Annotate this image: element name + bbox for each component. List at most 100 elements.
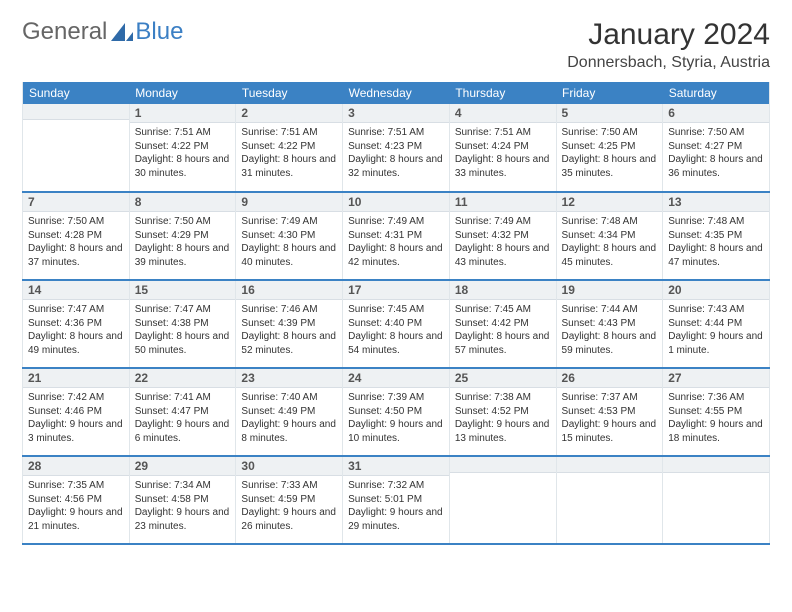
- calendar-day-cell: 13Sunrise: 7:48 AMSunset: 4:35 PMDayligh…: [663, 192, 770, 280]
- calendar-day-cell: 21Sunrise: 7:42 AMSunset: 4:46 PMDayligh…: [23, 368, 130, 456]
- calendar-day-cell: [663, 456, 770, 544]
- sunset-text: Sunset: 4:46 PM: [28, 405, 124, 419]
- sunset-text: Sunset: 4:32 PM: [455, 229, 551, 243]
- sunset-text: Sunset: 4:43 PM: [562, 317, 658, 331]
- calendar-day-cell: 19Sunrise: 7:44 AMSunset: 4:43 PMDayligh…: [556, 280, 663, 368]
- calendar-day-cell: 6Sunrise: 7:50 AMSunset: 4:27 PMDaylight…: [663, 104, 770, 192]
- sunrise-text: Sunrise: 7:41 AM: [135, 391, 231, 405]
- daylight-text: Daylight: 8 hours and 43 minutes.: [455, 242, 551, 269]
- sunrise-text: Sunrise: 7:50 AM: [28, 215, 124, 229]
- day-number: 4: [450, 104, 556, 123]
- day-content: [23, 120, 129, 127]
- day-content: [663, 473, 769, 480]
- day-content: Sunrise: 7:49 AMSunset: 4:31 PMDaylight:…: [343, 212, 449, 273]
- day-number: 24: [343, 369, 449, 388]
- day-number: 14: [23, 281, 129, 300]
- day-content: Sunrise: 7:36 AMSunset: 4:55 PMDaylight:…: [663, 388, 769, 449]
- sunrise-text: Sunrise: 7:38 AM: [455, 391, 551, 405]
- day-number: 17: [343, 281, 449, 300]
- day-content: Sunrise: 7:40 AMSunset: 4:49 PMDaylight:…: [236, 388, 342, 449]
- calendar-day-cell: 29Sunrise: 7:34 AMSunset: 4:58 PMDayligh…: [129, 456, 236, 544]
- daylight-text: Daylight: 9 hours and 23 minutes.: [135, 506, 231, 533]
- day-number: 23: [236, 369, 342, 388]
- sunrise-text: Sunrise: 7:51 AM: [135, 126, 231, 140]
- day-content: Sunrise: 7:33 AMSunset: 4:59 PMDaylight:…: [236, 476, 342, 537]
- day-content: [450, 473, 556, 480]
- page-header: General Blue January 2024 Donnersbach, S…: [22, 18, 770, 72]
- day-number: [557, 457, 663, 473]
- calendar-day-cell: 4 Sunrise: 7:51 AMSunset: 4:24 PMDaylight…: [449, 104, 556, 192]
- day-content: Sunrise: 7:50 AMSunset: 4:25 PMDaylight:…: [557, 123, 663, 184]
- sunset-text: Sunset: 4:56 PM: [28, 493, 124, 507]
- day-content: Sunrise: 7:43 AMSunset: 4:44 PMDaylight:…: [663, 300, 769, 361]
- sail-icon: [111, 23, 133, 43]
- day-content: Sunrise: 7:50 AMSunset: 4:27 PMDaylight:…: [663, 123, 769, 184]
- sunset-text: Sunset: 4:35 PM: [668, 229, 764, 243]
- day-number: 1: [130, 104, 236, 123]
- day-number: 26: [557, 369, 663, 388]
- day-number: 30: [236, 457, 342, 476]
- sunrise-text: Sunrise: 7:49 AM: [241, 215, 337, 229]
- calendar-week-row: 21Sunrise: 7:42 AMSunset: 4:46 PMDayligh…: [23, 368, 770, 456]
- day-number: 13: [663, 193, 769, 212]
- daylight-text: Daylight: 9 hours and 13 minutes.: [455, 418, 551, 445]
- calendar-day-cell: 10Sunrise: 7:49 AMSunset: 4:31 PMDayligh…: [343, 192, 450, 280]
- weekday-header: Tuesday: [236, 82, 343, 104]
- day-number: 10: [343, 193, 449, 212]
- sunrise-text: Sunrise: 7:45 AM: [455, 303, 551, 317]
- calendar-week-row: 1Sunrise: 7:51 AMSunset: 4:22 PMDaylight…: [23, 104, 770, 192]
- sunset-text: Sunset: 4:55 PM: [668, 405, 764, 419]
- calendar-day-cell: 5Sunrise: 7:50 AMSunset: 4:25 PMDaylight…: [556, 104, 663, 192]
- day-number: 3: [343, 104, 449, 123]
- daylight-text: Daylight: 9 hours and 21 minutes.: [28, 506, 124, 533]
- day-number: [663, 457, 769, 473]
- sunset-text: Sunset: 4:27 PM: [668, 140, 764, 154]
- sunrise-text: Sunrise: 7:47 AM: [28, 303, 124, 317]
- day-content: Sunrise: 7:44 AMSunset: 4:43 PMDaylight:…: [557, 300, 663, 361]
- day-content: [557, 473, 663, 480]
- calendar-day-cell: 27Sunrise: 7:36 AMSunset: 4:55 PMDayligh…: [663, 368, 770, 456]
- calendar-week-row: 28Sunrise: 7:35 AMSunset: 4:56 PMDayligh…: [23, 456, 770, 544]
- sunset-text: Sunset: 4:34 PM: [562, 229, 658, 243]
- daylight-text: Daylight: 8 hours and 50 minutes.: [135, 330, 231, 357]
- sunset-text: Sunset: 4:24 PM: [455, 140, 551, 154]
- day-content: Sunrise: 7:35 AMSunset: 4:56 PMDaylight:…: [23, 476, 129, 537]
- day-number: 19: [557, 281, 663, 300]
- sunset-text: Sunset: 4:30 PM: [241, 229, 337, 243]
- day-number: 25: [450, 369, 556, 388]
- daylight-text: Daylight: 8 hours and 49 minutes.: [28, 330, 124, 357]
- daylight-text: Daylight: 8 hours and 54 minutes.: [348, 330, 444, 357]
- weekday-header: Monday: [129, 82, 236, 104]
- calendar-day-cell: [556, 456, 663, 544]
- calendar-day-cell: 3Sunrise: 7:51 AMSunset: 4:23 PMDaylight…: [343, 104, 450, 192]
- sunset-text: Sunset: 4:31 PM: [348, 229, 444, 243]
- sunrise-text: Sunrise: 7:51 AM: [455, 126, 551, 140]
- weekday-header: Thursday: [449, 82, 556, 104]
- calendar-day-cell: 14 Sunrise: 7:47 AMSunset: 4:36 PMDayligh…: [23, 280, 130, 368]
- daylight-text: Daylight: 8 hours and 36 minutes.: [668, 153, 764, 180]
- daylight-text: Daylight: 9 hours and 29 minutes.: [348, 506, 444, 533]
- sunset-text: Sunset: 4:58 PM: [135, 493, 231, 507]
- daylight-text: Daylight: 9 hours and 6 minutes.: [135, 418, 231, 445]
- day-content: Sunrise: 7:38 AMSunset: 4:52 PMDaylight:…: [450, 388, 556, 449]
- calendar-day-cell: 25Sunrise: 7:38 AMSunset: 4:52 PMDayligh…: [449, 368, 556, 456]
- day-number: [450, 457, 556, 473]
- daylight-text: Daylight: 9 hours and 26 minutes.: [241, 506, 337, 533]
- sunset-text: Sunset: 4:36 PM: [28, 317, 124, 331]
- daylight-text: Daylight: 8 hours and 35 minutes.: [562, 153, 658, 180]
- sunrise-text: Sunrise: 7:43 AM: [668, 303, 764, 317]
- day-number: 28: [23, 457, 129, 476]
- calendar-day-cell: 20Sunrise: 7:43 AMSunset: 4:44 PMDayligh…: [663, 280, 770, 368]
- sunrise-text: Sunrise: 7:42 AM: [28, 391, 124, 405]
- day-number: 7: [23, 193, 129, 212]
- weekday-header: Sunday: [23, 82, 130, 104]
- daylight-text: Daylight: 8 hours and 40 minutes.: [241, 242, 337, 269]
- day-content: Sunrise: 7:39 AMSunset: 4:50 PMDaylight:…: [343, 388, 449, 449]
- sunset-text: Sunset: 4:53 PM: [562, 405, 658, 419]
- daylight-text: Daylight: 8 hours and 57 minutes.: [455, 330, 551, 357]
- daylight-text: Daylight: 9 hours and 8 minutes.: [241, 418, 337, 445]
- calendar-day-cell: 1Sunrise: 7:51 AMSunset: 4:22 PMDaylight…: [129, 104, 236, 192]
- daylight-text: Daylight: 8 hours and 33 minutes.: [455, 153, 551, 180]
- day-content: Sunrise: 7:50 AMSunset: 4:28 PMDaylight:…: [23, 212, 129, 273]
- sunset-text: Sunset: 4:39 PM: [241, 317, 337, 331]
